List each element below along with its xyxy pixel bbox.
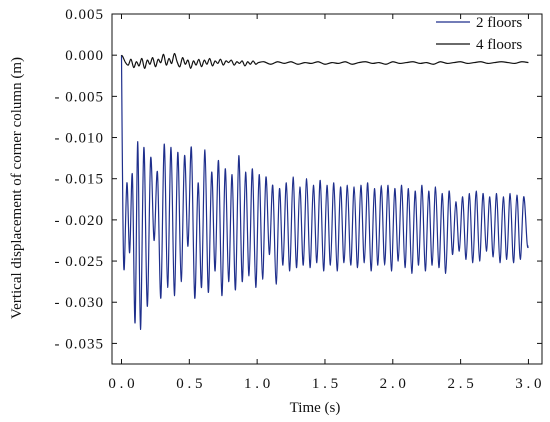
y-axis-label: Vertical displacement of corner column (… (9, 57, 25, 319)
y-tick-label: - 0.030 (55, 295, 105, 311)
y-tick-label: - 0.010 (55, 131, 105, 147)
plot-frame (111, 13, 543, 365)
x-tick-label: 1 . 5 (312, 376, 338, 392)
x-axis-label: Time (s) (290, 400, 341, 416)
y-tick-label: - 0.005 (55, 89, 105, 105)
legend-label: 2 floors (476, 15, 522, 31)
legend: 2 floors 4 floors (436, 15, 522, 53)
y-tick-label: 0.000 (65, 48, 104, 64)
x-tick-label: 0 . 0 (108, 376, 134, 392)
series-line-four-floors (121, 52, 529, 69)
y-tick-label: - 0.020 (55, 213, 105, 229)
y-tick-label: - 0.035 (55, 336, 105, 352)
x-axis: 0 . 0 0 . 5 1 . 0 1 . 5 2 . 0 2 . 5 3 . 0 (108, 14, 542, 392)
series-layer (120, 52, 530, 331)
x-tick-label: 2 . 5 (447, 376, 473, 392)
plot-border (111, 13, 543, 365)
x-tick-label: 2 . 0 (380, 376, 406, 392)
x-tick-label: 3 . 0 (515, 376, 541, 392)
y-tick-label: - 0.015 (55, 172, 105, 188)
y-axis: 0.005 0.000 - 0.005 - 0.010 - 0.015 - 0.020 - … (55, 7, 542, 352)
legend-label: 4 floors (476, 37, 522, 53)
x-tick-label: 1 . 0 (244, 376, 270, 392)
y-tick-label: - 0.025 (55, 254, 105, 270)
x-tick-label: 0 . 5 (176, 376, 202, 392)
series-line-two-floors (120, 55, 530, 331)
y-tick-label: 0.005 (65, 7, 104, 23)
